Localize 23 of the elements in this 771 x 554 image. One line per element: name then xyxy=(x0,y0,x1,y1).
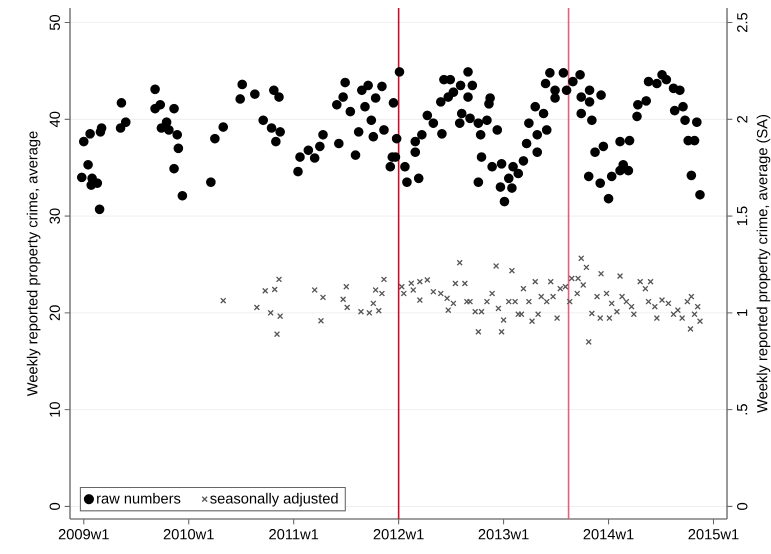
x-tick-label: 2015w1 xyxy=(688,529,738,540)
legend-label: seasonally adjusted xyxy=(210,492,338,506)
x-tick-label: 2014w1 xyxy=(584,529,634,540)
y2-tick-label: 0 xyxy=(737,502,748,510)
y2-tick-label: .5 xyxy=(737,404,748,414)
x-tick-label: 2011w1 xyxy=(269,529,318,540)
y-axis-title: Weekly reported property crime, average xyxy=(26,131,40,396)
y2-tick-label: 1 xyxy=(737,309,748,316)
x-tick-label: 2012w1 xyxy=(374,529,424,540)
y-tick-label: 40 xyxy=(50,112,60,128)
x-tick-label: 2013w1 xyxy=(478,529,529,540)
y2-tick-label: 2.5 xyxy=(737,12,748,32)
legend-label: raw numbers xyxy=(97,492,180,504)
x-tick-label: 2009w1 xyxy=(58,529,109,540)
y-tick-label: 50 xyxy=(50,14,60,30)
y2-tick-label: 1.5 xyxy=(737,206,748,226)
y2-axis-title: Weekly reported property crime, average (SA) xyxy=(756,115,770,413)
x-tick-label: 2010w1 xyxy=(164,529,214,540)
y-tick-label: 20 xyxy=(50,305,60,320)
y-tick-label: 0 xyxy=(50,502,60,510)
y2-tick-label: 2 xyxy=(737,116,748,123)
y-tick-label: 30 xyxy=(50,208,60,224)
y-tick-label: 10 xyxy=(50,402,60,417)
